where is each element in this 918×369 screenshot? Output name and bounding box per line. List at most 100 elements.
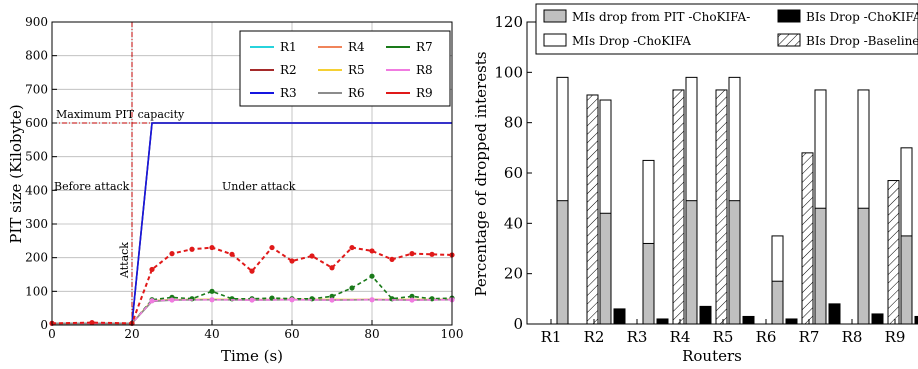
pit-size-chart: 0 20 40 60 80 100 0 100 200 300 400 500 600 700 800 900…	[7, 15, 463, 365]
left-y-tick-label: 500	[25, 150, 48, 164]
series-line-r5	[52, 298, 453, 325]
series-line-r7	[52, 275, 453, 325]
right-x-tick-label: R1	[541, 328, 562, 346]
series-line-r6	[52, 298, 453, 325]
series-point-r9	[309, 253, 315, 259]
series-point-r8	[149, 298, 155, 304]
left-x-tick-label: 20	[124, 327, 139, 341]
series-line-r2	[52, 122, 452, 325]
legend-label-mis-drop-from-pit-chokifa: MIs drop from PIT -ChoKIFA-	[572, 10, 750, 24]
bar-bis-chokifa-r9	[914, 315, 918, 325]
left-y-tick-label: 0	[40, 318, 48, 332]
series-point-r9	[249, 268, 255, 274]
bar-baseline-r4	[672, 89, 685, 325]
bar-baseline-r5	[715, 89, 728, 325]
series-point-r9	[369, 248, 375, 254]
right-ticks: 0 20 40 60 80 100 120 R1 R2 R3 R4 R5 R6 R7 R8 R9	[494, 13, 905, 346]
series-point-r7	[409, 293, 415, 299]
left-x-tick-label: 100	[441, 327, 464, 341]
legend-swatch-bis-drop-chokifa	[777, 9, 801, 23]
left-legend: R1 R2 R3 R4 R5 R6 R7 R8 R9	[239, 30, 451, 107]
legend-label-r6: R6	[348, 86, 365, 100]
bar-bis-chokifa-r4	[699, 305, 712, 325]
bar-bis-chokifa-r5	[742, 315, 755, 325]
left-y-tick-label: 400	[25, 183, 48, 197]
series-point-r7	[209, 288, 215, 294]
series-point-r8	[249, 297, 255, 303]
legend-label-bis-drop-baseline: BIs Drop -Baseline	[806, 34, 918, 48]
series-point-r9	[89, 320, 95, 326]
bar-bis-chokifa-r2	[613, 308, 626, 325]
bar-mis-pit-r8	[857, 207, 870, 325]
series-point-r9	[189, 246, 195, 252]
legend-label-r8: R8	[416, 63, 433, 77]
right-x-tick-label: R7	[799, 328, 820, 346]
series-point-r9	[349, 244, 355, 251]
bar-bis-chokifa-r7	[828, 303, 841, 325]
right-x-tick-label: R4	[670, 328, 691, 346]
left-x-tick-label: 40	[204, 327, 219, 341]
series-point-r9	[329, 265, 335, 271]
series-point-r9	[409, 251, 415, 257]
series-point-r9	[269, 244, 275, 251]
annotation-attack: Attack	[118, 242, 131, 279]
left-y-tick-label: 100	[25, 284, 48, 298]
legend-label-r2: R2	[280, 63, 297, 77]
series-point-r9	[209, 244, 215, 251]
right-x-tick-label: R6	[756, 328, 777, 346]
series-point-r8	[209, 297, 215, 303]
legend-label-r9: R9	[416, 86, 433, 100]
series-point-r9	[229, 251, 235, 257]
bar-mis-pit-r7	[814, 207, 827, 325]
right-y-tick-label: 60	[504, 164, 523, 182]
bar-mis-pit-r4	[685, 200, 698, 325]
series-line-r8	[52, 298, 453, 325]
left-reference-lines	[52, 22, 152, 325]
left-y-tick-label: 200	[25, 251, 48, 265]
right-y-tick-label: 40	[504, 214, 523, 232]
left-y-tick-label: 300	[25, 217, 48, 231]
series-line-r3	[52, 122, 452, 325]
left-y-tick-label: 700	[25, 82, 48, 96]
bar-mis-pit-r2	[599, 212, 612, 325]
right-legend-box	[535, 3, 918, 55]
right-y-tick-label: 20	[504, 265, 523, 283]
left-y-tick-label: 800	[25, 49, 48, 63]
annotation-before-attack: Before attack	[54, 180, 130, 193]
series-point-r8	[169, 297, 175, 303]
right-x-tick-label: R5	[713, 328, 734, 346]
legend-label-r4: R4	[348, 40, 365, 54]
bar-mis-pit-r6	[771, 280, 784, 325]
annotation-max-pit: Maximum PIT capacity	[56, 108, 185, 121]
series-point-r8	[369, 297, 375, 303]
series-point-r9	[289, 258, 295, 264]
legend-label-bis-drop-chokifa: BIs Drop -ChoKIFA	[806, 10, 918, 24]
right-y-tick-label: 0	[513, 315, 523, 333]
left-x-tick-label: 80	[364, 327, 379, 341]
legend-swatch-mis-drop-chokifa	[543, 33, 567, 47]
left-plot-frame	[51, 21, 453, 326]
left-series-group	[49, 122, 455, 326]
right-legend: MIs drop from PIT -ChoKIFA- BIs Drop -Cho…	[535, 3, 918, 55]
left-x-axis-label: Time (s)	[221, 347, 283, 365]
series-point-r7	[349, 285, 355, 291]
bar-bis-chokifa-r6	[785, 318, 798, 325]
right-x-tick-label: R8	[842, 328, 863, 346]
series-point-r9	[169, 251, 175, 257]
left-x-tick-label: 0	[48, 327, 56, 341]
bar-mis-pit-r9	[900, 235, 913, 325]
bar-mis-pit-r1	[556, 200, 569, 325]
series-point-r7	[329, 293, 335, 299]
dropped-interests-chart: 0 20 40 60 80 100 120 R1 R2 R3 R4 R5 R6 R7 R8 R9 Router…	[472, 3, 918, 365]
left-ticks: 0 20 40 60 80 100 0 100 200 300 400 500 600 700 800 900	[25, 15, 463, 341]
left-y-tick-label: 600	[25, 116, 48, 130]
legend-label-r7: R7	[416, 40, 433, 54]
right-y-tick-label: 80	[504, 114, 523, 132]
series-point-r8	[289, 297, 295, 303]
bar-baseline-r9	[887, 180, 900, 325]
series-line-r1	[52, 122, 452, 325]
bar-bis-chokifa-r3	[656, 318, 669, 325]
bar-baseline-r2	[586, 94, 599, 325]
right-x-tick-label: R2	[584, 328, 605, 346]
